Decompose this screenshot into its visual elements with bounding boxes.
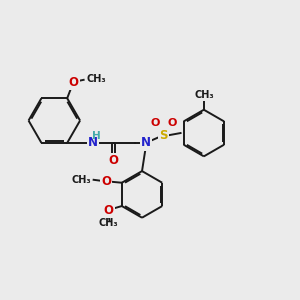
Text: O: O xyxy=(167,118,177,128)
Text: O: O xyxy=(150,118,160,128)
Text: S: S xyxy=(159,129,168,142)
Text: H: H xyxy=(92,131,101,141)
Text: CH₃: CH₃ xyxy=(71,175,91,184)
Text: O: O xyxy=(103,204,113,217)
Text: N: N xyxy=(141,136,151,149)
Text: CH₃: CH₃ xyxy=(194,90,214,100)
Text: O: O xyxy=(109,154,119,167)
Text: CH₃: CH₃ xyxy=(87,74,106,84)
Text: O: O xyxy=(68,76,78,89)
Text: CH₃: CH₃ xyxy=(98,218,118,228)
Text: N: N xyxy=(88,136,98,149)
Text: O: O xyxy=(101,175,111,188)
